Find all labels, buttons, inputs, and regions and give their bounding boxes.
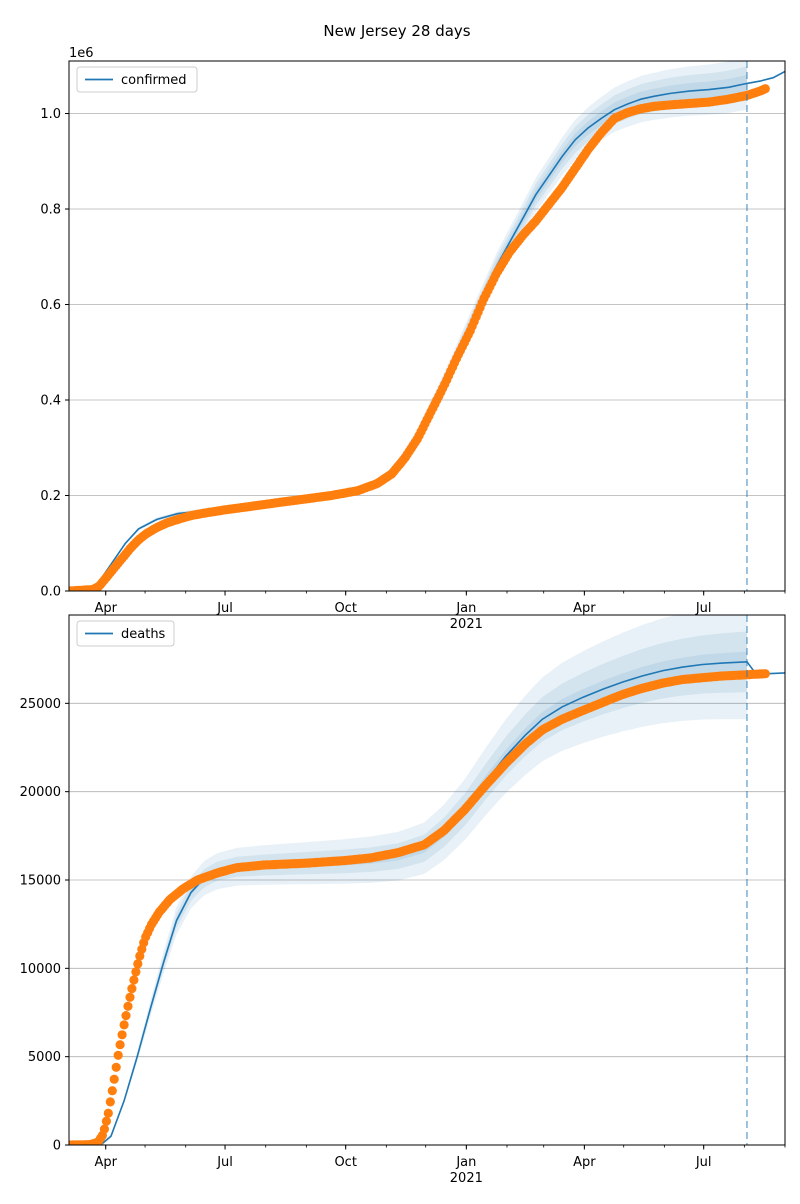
x-tick-label: Apr [94,1155,117,1170]
y-tick-label: 0.0 [40,585,61,600]
plot-area [69,615,785,1145]
x-tick-label: Jan [455,1155,476,1170]
x-tick-label: Apr [573,601,596,616]
legend: confirmed [76,66,198,93]
x-tick-label: Jan [455,601,476,616]
y-tick-label: 0.2 [40,489,61,504]
observed-point [127,984,137,994]
observed-point [123,1001,133,1011]
legend-label: deaths [121,627,166,642]
uncertainty-band-0 [69,61,747,591]
legend-box [76,620,175,647]
x-tick-label: Oct [334,1155,356,1170]
observed-point [103,1108,113,1118]
legend: deaths [76,620,175,647]
y-tick-label: 15000 [20,874,61,889]
x-tick-label: Oct [334,601,356,616]
y-tick-label: 10000 [20,962,61,977]
plot-area [69,61,785,591]
figure-title: New Jersey 28 days [323,22,470,40]
observed-point [119,1020,129,1030]
observed-point [99,1124,109,1134]
legend-box [76,66,198,93]
x-tick-label: Apr [573,1155,596,1170]
y-tick-label: 0.4 [40,394,61,409]
observed-point [109,1074,119,1084]
y-tick-label: 5000 [28,1050,61,1065]
y-tick-label: 0.8 [40,203,61,218]
observed-point [760,669,770,679]
observed-point [129,975,139,985]
observed-point [125,992,135,1002]
y-tick-label: 20000 [20,785,61,800]
observed-point [760,84,770,94]
x-tick-label: Jul [216,601,233,616]
axes-frame [68,60,786,592]
observed-point [101,1116,111,1126]
legend-label: confirmed [121,73,187,88]
y-tick-label: 1.0 [40,107,61,122]
x-tick-label: Apr [94,601,117,616]
observed-point [105,1097,115,1107]
y-tick-label: 0 [53,1139,61,1154]
x-tick-year-label: 2021 [450,1171,483,1186]
x-tick-label: Jul [695,1155,712,1170]
observed-point [133,959,143,969]
y-tick-label: 0.6 [40,298,61,313]
x-tick-year-label: 2021 [450,617,483,632]
observed-point [111,1062,121,1072]
y-tick-label: 25000 [20,697,61,712]
observed-point [117,1030,127,1040]
y-exponent-label: 1e6 [69,46,94,61]
observed-point [131,967,141,977]
x-tick-label: Jul [695,601,712,616]
observed-point [121,1011,131,1021]
observed-point [115,1040,125,1050]
x-tick-label: Jul [216,1155,233,1170]
observed-point [107,1086,117,1096]
observed-point [113,1050,123,1060]
